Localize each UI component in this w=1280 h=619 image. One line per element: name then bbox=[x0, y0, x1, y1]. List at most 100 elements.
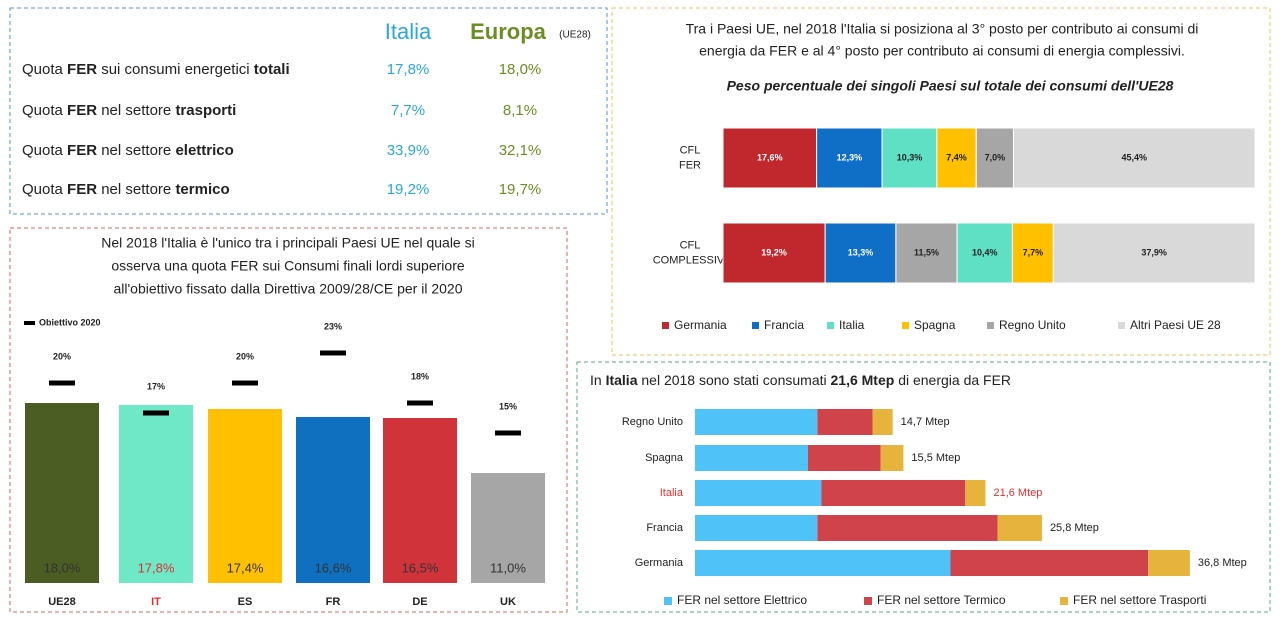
y-tick-label: Italia bbox=[660, 487, 684, 499]
chart-title: Nel 2018 l'Italia è l'unico tra i princi… bbox=[101, 235, 474, 251]
bar-label: 16,5% bbox=[402, 560, 439, 575]
segment-label: 10,4% bbox=[972, 247, 998, 257]
panel-border bbox=[9, 7, 608, 215]
row-label: Quota FER nel settore trasporti bbox=[22, 102, 236, 119]
bar-segment bbox=[722, 222, 826, 284]
legend-swatch bbox=[1118, 322, 1125, 329]
label-part: Quota bbox=[22, 142, 64, 159]
row-label: Quota FER sui consumi energetici totali bbox=[22, 61, 290, 78]
y-tick-label: Germania bbox=[635, 557, 684, 569]
label-part: FER bbox=[67, 61, 97, 78]
total-label: 21,6 Mtep bbox=[993, 487, 1042, 499]
segment-label: 19,2% bbox=[761, 247, 787, 257]
chart-title: osserva una quota FER sui Consumi finali… bbox=[111, 258, 464, 274]
y-tick-label: Spagna bbox=[645, 452, 684, 464]
total-label: 25,8 Mtep bbox=[1050, 522, 1099, 534]
bar-segment bbox=[817, 409, 873, 435]
label-part: nel settore bbox=[101, 181, 171, 198]
legend-swatch bbox=[827, 322, 834, 329]
bar-segment bbox=[807, 445, 881, 471]
segment-label: 10,3% bbox=[897, 152, 923, 162]
legend-label: Spagna bbox=[914, 318, 956, 332]
x-tick-label: FR bbox=[326, 596, 341, 608]
x-tick-label: IT bbox=[151, 596, 161, 608]
chart-title: all'obiettivo fissato dalla Direttiva 20… bbox=[114, 281, 463, 297]
target-mark bbox=[49, 380, 75, 386]
bar-segment bbox=[872, 409, 893, 435]
label-part: FER bbox=[67, 181, 97, 198]
cell-italia: 33,9% bbox=[387, 142, 430, 159]
y-tick-label: CFL bbox=[680, 239, 701, 251]
legend-swatch bbox=[1060, 597, 1068, 605]
bar bbox=[208, 409, 282, 583]
bar-segment bbox=[997, 515, 1042, 541]
legend-swatch bbox=[987, 322, 994, 329]
segment-label: 45,4% bbox=[1121, 152, 1147, 162]
bar-segment bbox=[950, 550, 1149, 576]
legend-label: Germania bbox=[674, 318, 727, 332]
bar bbox=[296, 417, 370, 583]
bar-label: 16,6% bbox=[315, 560, 352, 575]
label-part: FER bbox=[67, 102, 97, 119]
segment-label: 7,4% bbox=[946, 152, 967, 162]
target-label: 17% bbox=[147, 381, 165, 391]
target-mark bbox=[143, 410, 169, 416]
y-tick-label: CFL bbox=[680, 144, 701, 156]
bar-segment bbox=[695, 480, 822, 506]
bar-segment bbox=[975, 127, 1014, 189]
cell-europa: 18,0% bbox=[499, 61, 542, 78]
legend-label: Regno Unito bbox=[999, 318, 1066, 332]
chart-title: Tra i Paesi UE, nel 2018 l'Italia si pos… bbox=[686, 21, 1199, 37]
bar-label: 18,0% bbox=[44, 560, 81, 575]
x-tick-label: DE bbox=[412, 596, 427, 608]
bar-segment bbox=[695, 445, 808, 471]
target-mark bbox=[320, 350, 346, 356]
x-tick-label: UE28 bbox=[48, 596, 76, 608]
chart-title: In Italia nel 2018 sono stati consumati … bbox=[590, 372, 1011, 388]
chart-title: energia da FER e al 4° posto per contrib… bbox=[699, 43, 1185, 59]
label-part: Quota bbox=[22, 102, 64, 119]
legend-label: Francia bbox=[764, 318, 804, 332]
legend-label: FER nel settore Termico bbox=[877, 593, 1006, 607]
legend-label: Obiettivo 2020 bbox=[39, 317, 101, 327]
bar-segment bbox=[1011, 222, 1054, 284]
column-header: Italia bbox=[385, 19, 432, 44]
cell-italia: 7,7% bbox=[391, 102, 425, 119]
segment-label: 11,5% bbox=[914, 247, 939, 257]
total-label: 14,7 Mtep bbox=[901, 416, 950, 428]
target-label: 18% bbox=[411, 371, 429, 381]
bar-segment bbox=[816, 127, 883, 189]
bar-segment bbox=[881, 127, 938, 189]
y-tick-label: Francia bbox=[646, 522, 684, 534]
target-label: 15% bbox=[499, 401, 517, 411]
label-part: trasporti bbox=[175, 102, 236, 119]
column-note: (UE28) bbox=[559, 30, 591, 41]
segment-label: 13,3% bbox=[848, 247, 874, 257]
bar-segment bbox=[695, 409, 818, 435]
bar-segment bbox=[965, 480, 986, 506]
y-tick-label: FER bbox=[679, 159, 701, 171]
segment-label: 12,3% bbox=[837, 152, 863, 162]
segment-label: 7,0% bbox=[985, 152, 1006, 162]
bar-label: 11,0% bbox=[490, 560, 526, 575]
column-header: Europa bbox=[470, 19, 547, 44]
target-label: 20% bbox=[236, 351, 254, 361]
chart-subtitle: Peso percentuale dei singoli Paesi sul t… bbox=[727, 78, 1174, 94]
legend-label: Altri Paesi UE 28 bbox=[1130, 318, 1221, 332]
segment-label: 17,6% bbox=[757, 152, 783, 162]
legend-swatch bbox=[752, 322, 759, 329]
segment-label: 37,9% bbox=[1141, 247, 1167, 257]
target-label: 23% bbox=[324, 321, 342, 331]
legend-swatch bbox=[664, 597, 672, 605]
bar-label: 17,8% bbox=[138, 560, 175, 575]
segment-label: 7,7% bbox=[1023, 247, 1044, 257]
legend-swatch bbox=[864, 597, 872, 605]
bar-segment bbox=[817, 515, 998, 541]
panel-border bbox=[9, 227, 568, 613]
label-part: elettrico bbox=[175, 142, 233, 159]
bar-segment bbox=[695, 515, 818, 541]
cell-europa: 19,7% bbox=[499, 181, 542, 198]
legend-swatch bbox=[24, 321, 35, 325]
